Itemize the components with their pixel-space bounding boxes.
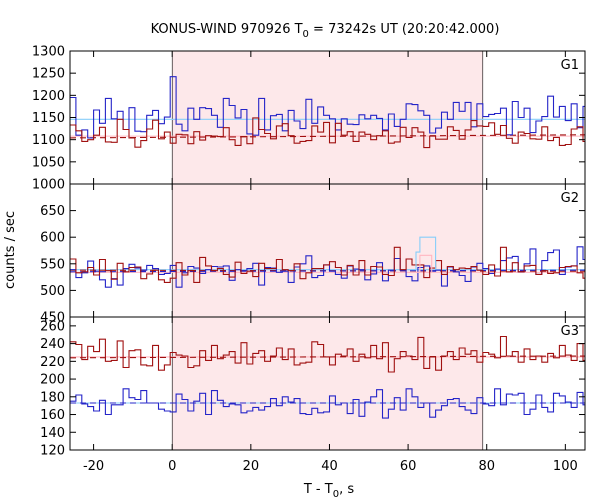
y-tick-label: 1150 — [32, 111, 65, 126]
y-tick-label: 1050 — [32, 155, 65, 170]
panel-label: G3 — [561, 324, 579, 339]
x-axis-label-prefix: T - T — [303, 482, 333, 497]
plot-area — [70, 236, 585, 288]
chart-title-subscript: 0 — [303, 29, 309, 40]
highlight-interval — [171, 50, 484, 185]
step-overlay — [416, 254, 433, 273]
panel-frame — [69, 316, 586, 451]
series-line-blue — [70, 76, 585, 139]
y-tick-label: 1250 — [32, 67, 65, 82]
chart-title-prefix: KONUS-WIND 970926 T — [151, 22, 303, 37]
y-tick-label: 650 — [40, 204, 65, 219]
y-tick-label: 450 — [40, 311, 65, 326]
fit-line — [70, 134, 585, 139]
x-axis-label-suffix: , s — [339, 482, 354, 497]
y-tick-label: 120 — [40, 444, 65, 459]
x-tick-label: 100 — [553, 459, 578, 474]
step-overlay — [408, 236, 437, 271]
y-tick-label: 160 — [40, 408, 65, 423]
panel-g3: 120 140 160 180 200 220 240 260 G3 — [40, 316, 586, 459]
y-tick-label: 1000 — [32, 178, 65, 193]
y-tick-label: 200 — [40, 373, 65, 388]
x-tick-label: 0 — [168, 459, 176, 474]
panel-g2: 450 500 550 600 650 G2 — [40, 183, 586, 326]
panel-label: G2 — [561, 191, 579, 206]
y-tick-label: 550 — [40, 257, 65, 272]
y-tick-label: 180 — [40, 390, 65, 405]
x-axis-label-subscript: 0 — [333, 489, 339, 500]
y-tick-label: 1100 — [32, 133, 65, 148]
highlight-interval — [171, 316, 484, 451]
panel-label: G1 — [561, 58, 579, 73]
panels: 1000105011001150120012501300G14505005506… — [32, 45, 586, 474]
y-tick-label: 600 — [40, 231, 65, 246]
plot-area — [70, 76, 585, 149]
y-tick-label: 240 — [40, 337, 65, 352]
y-tick-label: 1200 — [32, 89, 65, 104]
x-axis-label: T - T0, s — [303, 482, 354, 500]
highlight-interval — [171, 183, 484, 318]
series-line-blue — [70, 246, 585, 288]
series-line-red — [70, 246, 585, 283]
chart-title-suffix: = 73242s UT (20:20:42.000) — [309, 22, 499, 37]
y-tick-label: 220 — [40, 355, 65, 370]
x-tick-label: 40 — [321, 459, 338, 474]
x-tick-label: 60 — [400, 459, 417, 474]
fit-line — [70, 355, 585, 359]
y-tick-label: 500 — [40, 284, 65, 299]
chart-title: KONUS-WIND 970926 T0 = 73242s UT (20:20:… — [151, 22, 500, 40]
x-tick-label: 80 — [478, 459, 495, 474]
series-line-red — [70, 117, 585, 149]
fit-line — [70, 269, 585, 273]
x-tick-label: -20 — [83, 459, 104, 474]
series-line-blue — [70, 388, 585, 419]
panel-g1: 1000 1050 1100 1150 1200 1250 1300 G1 — [32, 45, 586, 193]
y-tick-label: 1300 — [32, 45, 65, 60]
y-axis-label: counts / sec — [3, 211, 18, 289]
x-tick-label: 20 — [243, 459, 260, 474]
y-tick-label: 140 — [40, 426, 65, 441]
y-tick-label: 260 — [40, 319, 65, 334]
